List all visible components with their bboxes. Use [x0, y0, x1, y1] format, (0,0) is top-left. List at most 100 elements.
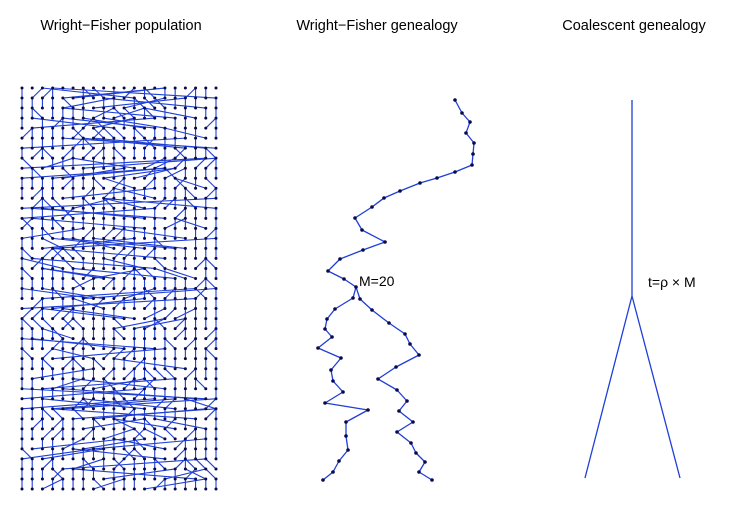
population-individual-dot — [40, 196, 44, 200]
population-lineage-edge — [42, 318, 54, 329]
population-lineage-edge — [42, 408, 54, 420]
population-individual-dot — [183, 457, 187, 461]
population-individual-dot — [214, 86, 218, 90]
population-individual-dot — [204, 407, 208, 411]
population-individual-dot — [153, 146, 157, 150]
population-lineage-edge — [184, 368, 196, 380]
population-lineage-edge — [72, 318, 84, 329]
population-individual-dot — [143, 357, 147, 361]
population-individual-dot — [143, 307, 147, 311]
population-individual-dot — [40, 487, 44, 491]
population-individual-dot — [163, 216, 167, 220]
population-lineage-edge — [62, 147, 74, 159]
population-individual-dot — [194, 186, 198, 190]
population-individual-dot — [81, 116, 85, 120]
population-lineage-edge — [62, 318, 74, 329]
left-lineage-dot — [337, 459, 341, 463]
population-individual-dot — [173, 477, 177, 481]
population-individual-dot — [173, 156, 177, 160]
population-individual-dot — [81, 417, 85, 421]
population-individual-dot — [71, 417, 75, 421]
population-individual-dot — [40, 367, 44, 371]
population-individual-dot — [214, 307, 218, 311]
population-individual-dot — [214, 287, 218, 290]
left-lineage-dot — [325, 317, 329, 321]
population-individual-dot — [163, 246, 167, 250]
ancestor-dot — [460, 111, 464, 115]
population-lineage-edge — [52, 378, 84, 390]
population-individual-dot — [163, 226, 167, 230]
population-individual-dot — [183, 487, 187, 491]
population-individual-dot — [173, 327, 177, 331]
population-individual-dot — [183, 317, 187, 321]
population-individual-dot — [91, 287, 95, 290]
population-individual-dot — [20, 186, 24, 190]
population-lineage-edge — [174, 177, 186, 189]
population-individual-dot — [122, 447, 126, 451]
population-individual-dot — [30, 206, 34, 210]
population-individual-dot — [81, 126, 85, 130]
population-individual-dot — [214, 387, 218, 391]
population-lineage-edge — [205, 278, 217, 289]
population-individual-dot — [122, 317, 126, 321]
merge-generation-label: M=20 — [359, 273, 395, 289]
population-lineage-edge — [205, 258, 217, 269]
population-lineage-edge — [113, 458, 125, 470]
population-lineage-edge — [62, 258, 74, 269]
population-individual-dot — [102, 96, 106, 100]
population-individual-dot — [163, 266, 167, 270]
population-individual-dot — [71, 256, 75, 260]
population-individual-dot — [20, 287, 24, 290]
population-individual-dot — [183, 357, 187, 361]
population-individual-dot — [194, 246, 198, 250]
right-lineage-dot — [411, 420, 415, 424]
population-individual-dot — [214, 357, 218, 361]
ancestral-lineage-edge — [454, 99, 463, 114]
population-individual-dot — [153, 186, 157, 190]
population-individual-dot — [20, 327, 24, 331]
population-lineage-edge — [205, 458, 217, 470]
population-lineage-edge — [42, 157, 74, 169]
population-lineage-edge — [42, 237, 64, 249]
population-individual-dot — [183, 387, 187, 391]
population-individual-dot — [91, 457, 95, 461]
population-individual-dot — [143, 337, 147, 341]
population-individual-dot — [214, 327, 218, 331]
population-individual-dot — [61, 116, 65, 120]
population-individual-dot — [194, 106, 198, 110]
population-individual-dot — [30, 146, 34, 150]
population-lineage-edge — [103, 97, 206, 109]
population-individual-dot — [30, 337, 34, 341]
population-individual-dot — [71, 146, 75, 150]
ancestral-lineage-edge — [383, 190, 401, 199]
population-individual-dot — [81, 206, 85, 210]
population-individual-dot — [112, 297, 116, 301]
population-individual-dot — [143, 437, 147, 441]
population-lineage-edge — [184, 338, 196, 350]
population-individual-dot — [102, 116, 106, 120]
population-individual-dot — [132, 487, 136, 491]
population-individual-dot — [173, 266, 177, 270]
population-lineage-edge — [62, 137, 217, 149]
population-individual-dot — [51, 266, 55, 270]
right-lineage-dot — [423, 460, 427, 464]
population-individual-dot — [194, 477, 198, 481]
population-lineage-edge — [205, 398, 217, 410]
population-individual-dot — [81, 156, 85, 160]
population-individual-dot — [122, 176, 126, 180]
population-individual-dot — [61, 327, 65, 331]
population-individual-dot — [102, 437, 106, 441]
population-individual-dot — [40, 236, 44, 240]
population-lineage-edge — [174, 217, 206, 229]
population-individual-dot — [173, 427, 177, 431]
population-individual-dot — [112, 236, 116, 240]
population-individual-dot — [214, 437, 218, 441]
population-lineage-edge — [82, 197, 94, 209]
right-lineage-dot — [409, 441, 413, 445]
population-individual-dot — [81, 357, 85, 361]
population-individual-dot — [102, 417, 106, 421]
population-individual-dot — [30, 367, 34, 371]
population-individual-dot — [71, 166, 75, 170]
population-individual-dot — [30, 377, 34, 381]
population-individual-dot — [132, 166, 136, 170]
